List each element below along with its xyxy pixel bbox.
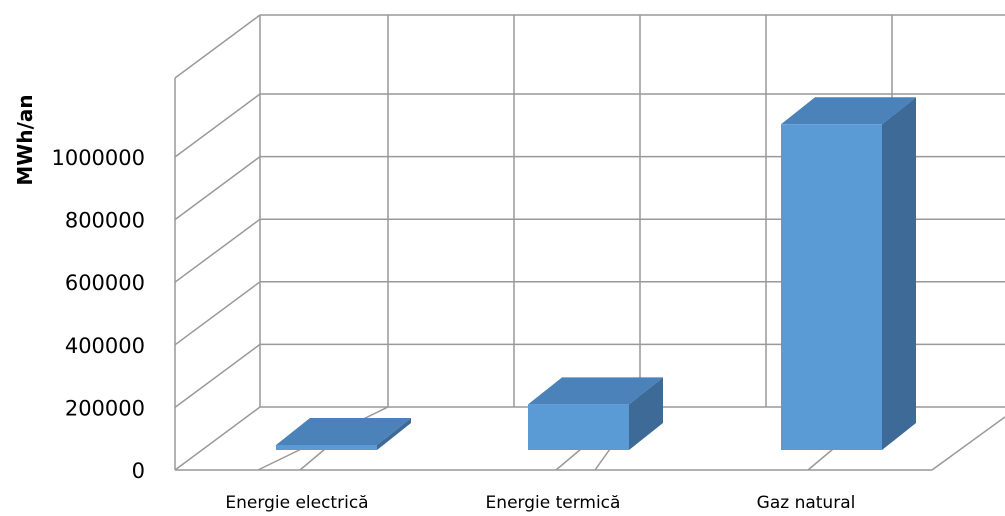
y-tick-label: 200000 (65, 396, 145, 420)
y-tick-label: 0 (132, 459, 145, 483)
bar-top (276, 418, 411, 445)
bar (528, 404, 629, 450)
y-tick-label: 400000 (65, 334, 145, 358)
gridline-side (174, 406, 261, 471)
x-category-label: Gaz natural (757, 493, 856, 513)
bar-top (781, 97, 916, 125)
y-axis-ticks: 0 200000 400000 600000 800000 1000000 (51, 146, 145, 483)
x-category-label: Energie termică (486, 493, 621, 513)
gridline-side (174, 343, 261, 409)
gridline-floor (299, 448, 326, 471)
bar-side (882, 97, 916, 450)
bar-side (629, 377, 663, 450)
gridline-side (174, 93, 261, 158)
gridline-side (174, 218, 261, 283)
bar (781, 124, 882, 450)
chart-grid (174, 14, 1005, 471)
x-category-label: Energie electrică (225, 493, 368, 513)
bar (276, 445, 377, 450)
bar-top (528, 377, 663, 405)
bar-side (377, 418, 411, 450)
gridline-side (174, 155, 261, 221)
y-tick-label: 600000 (65, 271, 145, 295)
y-tick-label: 800000 (65, 209, 145, 233)
gridline-floor-edge (931, 416, 1005, 471)
bars (276, 97, 916, 450)
gridline-floor (807, 448, 834, 471)
gridline-floor (555, 448, 582, 471)
y-tick-label: 1000000 (51, 146, 145, 170)
y-axis-label: MWh/an (13, 94, 37, 185)
gridline-side (174, 14, 261, 79)
gridline-side (174, 281, 261, 346)
x-axis-categories: Energie electrică Energie termică Gaz na… (225, 493, 855, 513)
